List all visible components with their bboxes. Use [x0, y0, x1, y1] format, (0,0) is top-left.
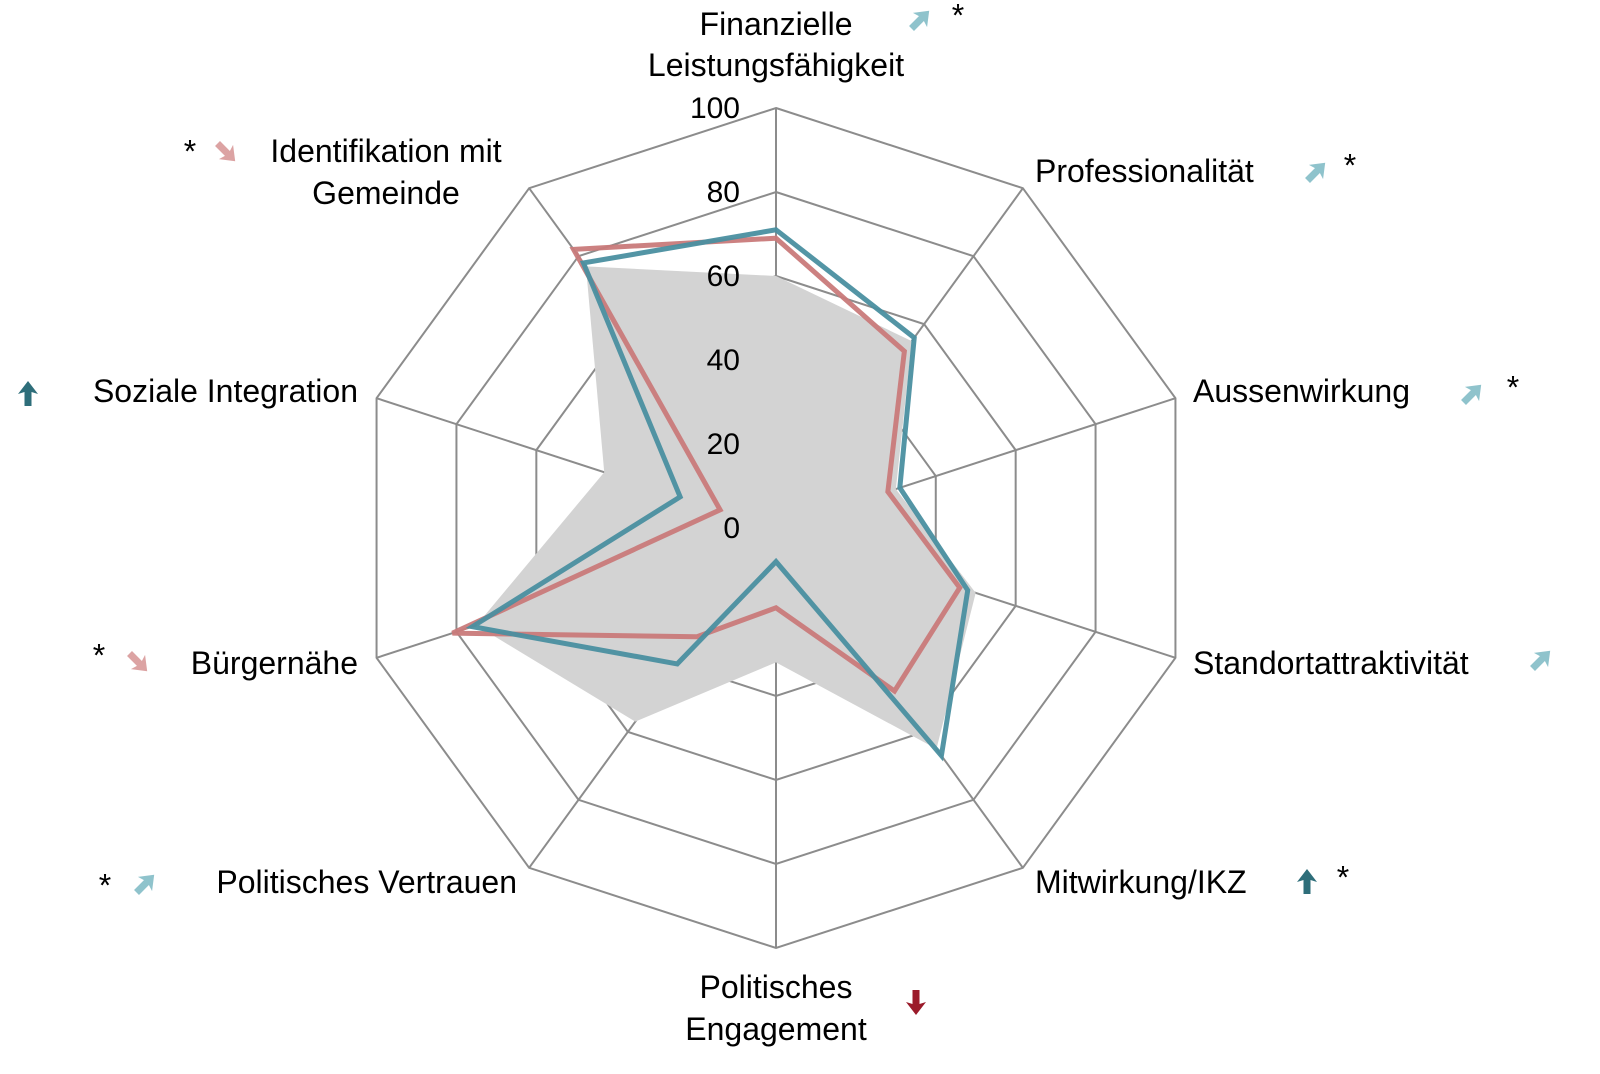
y-tick-label: 80	[707, 176, 740, 209]
category-label: Professionalität	[1035, 153, 1254, 189]
series-area	[476, 266, 976, 749]
y-tick-label: 100	[690, 92, 740, 125]
category-label: Identifikation mit Gemeinde	[270, 133, 501, 211]
trend-arrow	[1530, 650, 1551, 671]
annotation: *	[184, 133, 196, 169]
category-label: Finanzielle Leistungsfähigkeit	[648, 6, 904, 83]
annotation: *	[93, 637, 105, 673]
category-label: Politisches Vertrauen	[216, 864, 517, 900]
y-tick-label: 0	[723, 512, 740, 545]
series-line	[451, 235, 963, 695]
trend-arrow	[134, 874, 155, 895]
category-label: Mitwirkung/IKZ	[1035, 864, 1247, 900]
category-label: Standortattraktivität	[1193, 645, 1469, 681]
category-label: Politisches Engagement	[685, 969, 867, 1047]
trend-arrow	[1461, 384, 1482, 405]
trend-arrow	[909, 10, 930, 31]
y-tick-label: 60	[707, 260, 740, 293]
category-label: Aussenwirkung	[1193, 373, 1410, 409]
trend-arrow	[18, 381, 38, 406]
category-label: Soziale Integration	[93, 373, 358, 409]
annotation: *	[99, 867, 111, 903]
trend-arrow	[1297, 869, 1317, 894]
annotation: *	[1507, 369, 1519, 405]
series-line	[465, 227, 971, 762]
y-tick-label: 20	[707, 428, 740, 461]
annotation: *	[1344, 147, 1356, 183]
annotation: *	[1337, 859, 1349, 895]
category-label: Bürgernähe	[191, 645, 358, 681]
trend-arrow	[906, 990, 926, 1015]
annotation: *	[952, 0, 964, 33]
trend-arrow	[1305, 162, 1326, 183]
trend-arrow	[215, 141, 236, 162]
y-tick-label: 40	[707, 344, 740, 377]
trend-arrow	[127, 651, 148, 672]
